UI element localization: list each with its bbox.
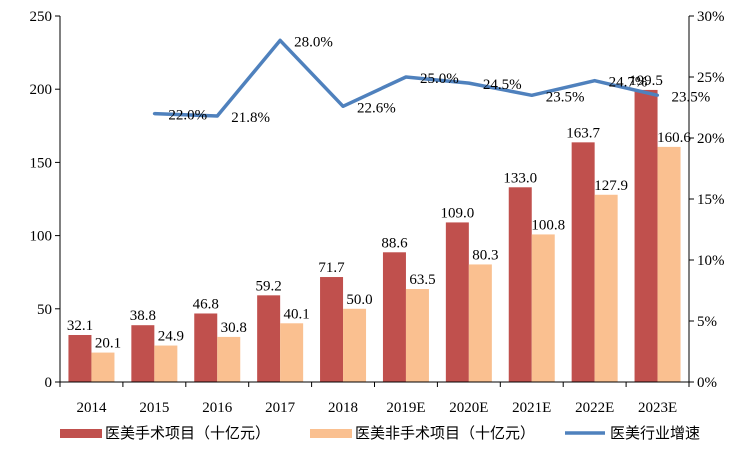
- bar-non-surgical-value-label: 20.1: [95, 336, 121, 352]
- growth-value-label: 24.7%: [609, 75, 648, 91]
- left-tick-label: 50: [37, 302, 52, 318]
- growth-point: [152, 112, 156, 116]
- bar-surgical-value-label: 46.8: [193, 296, 219, 312]
- bar-surgical: [68, 335, 92, 382]
- bar-non-surgical-value-label: 50.0: [346, 292, 372, 308]
- x-tick-label: 2017: [265, 400, 296, 416]
- bar-surgical: [508, 187, 532, 382]
- bar-surgical-value-label: 71.7: [318, 260, 345, 276]
- legend: 医美手术项目（十亿元） 医美非手术项目（十亿元） 医美行业增速: [60, 425, 700, 442]
- growth-point: [278, 38, 282, 42]
- bar-non-surgical-value-label: 80.3: [472, 247, 498, 263]
- bar-non-surgical-value-label: 40.1: [284, 306, 310, 322]
- legend-item-non-surgical: 医美非手术项目（十亿元）: [310, 425, 535, 442]
- bar-surgical: [634, 89, 658, 382]
- legend-swatch: [60, 429, 102, 438]
- growth-value-label: 21.8%: [231, 110, 270, 126]
- legend-label: 医美行业增速: [610, 425, 700, 442]
- x-tick-label: 2019E: [386, 400, 425, 416]
- legend-item-surgical: 医美手术项目（十亿元）: [60, 425, 270, 442]
- x-tick-label: 2023E: [638, 400, 677, 416]
- growth-value-label: 24.5%: [483, 77, 522, 93]
- bar-non-surgical: [594, 194, 618, 382]
- x-tick-label: 2016: [202, 400, 233, 416]
- x-tick-label: 2018: [328, 400, 358, 416]
- growth-point: [341, 104, 345, 108]
- bar-non-surgical: [468, 264, 492, 382]
- bar-surgical-value-label: 88.6: [381, 235, 408, 251]
- bar-non-surgical: [657, 146, 681, 382]
- bar-non-surgical-value-label: 24.9: [158, 329, 184, 345]
- bar-surgical: [571, 142, 595, 382]
- x-tick-label: 2020E: [449, 400, 488, 416]
- growth-point: [656, 93, 660, 97]
- left-tick-label: 0: [45, 375, 53, 391]
- bar-non-surgical: [280, 323, 304, 382]
- growth-point: [467, 81, 471, 85]
- growth-point: [404, 75, 408, 79]
- bar-non-surgical: [405, 289, 429, 382]
- bar-non-surgical-value-label: 30.8: [221, 320, 247, 336]
- x-tick-label: 2015: [139, 400, 169, 416]
- bar-surgical-value-label: 199.5: [629, 73, 663, 89]
- axes-group: 0 50 100 150 200 250 0% 5% 10% 15% 20% 25% 30% 2014 20…: [30, 9, 725, 416]
- left-tick-label: 200: [30, 82, 53, 98]
- bar-non-surgical: [91, 352, 115, 382]
- growth-point: [530, 93, 534, 97]
- bar-non-surgical: [343, 308, 367, 382]
- growth-value-label: 23.5%: [672, 89, 711, 105]
- bar-surgical: [194, 313, 218, 382]
- bar-surgical-value-label: 163.7: [566, 125, 600, 141]
- right-tick-label: 25%: [697, 70, 725, 86]
- bar-surgical-value-label: 38.8: [130, 308, 156, 324]
- x-tick-label: 2014: [76, 400, 107, 416]
- growth-value-label: 28.0%: [294, 34, 333, 50]
- growth-value-label: 23.5%: [546, 89, 585, 105]
- bar-surgical-value-label: 109.0: [440, 205, 474, 221]
- bar-non-surgical-value-label: 63.5: [409, 272, 435, 288]
- growth-value-label: 22.6%: [357, 100, 396, 116]
- bar-non-surgical-value-label: 100.8: [531, 217, 565, 233]
- data-labels-group: 32.120.1 38.824.9 46.830.8 59.240.1 71.750.0…: [67, 34, 710, 351]
- legend-swatch: [310, 429, 352, 438]
- right-tick-label: 0%: [697, 375, 717, 391]
- left-tick-label: 150: [30, 155, 53, 171]
- bar-surgical: [382, 252, 406, 382]
- left-tick-label: 250: [30, 9, 53, 25]
- bar-surgical: [257, 295, 281, 382]
- x-tick-label: 2021E: [512, 400, 551, 416]
- bar-surgical-value-label: 59.2: [256, 278, 282, 294]
- bar-non-surgical-value-label: 160.6: [657, 130, 691, 146]
- bar-series-group: [68, 89, 681, 382]
- bar-surgical: [131, 325, 155, 382]
- bar-surgical: [445, 222, 469, 382]
- right-tick-label: 20%: [697, 131, 725, 147]
- right-tick-label: 30%: [697, 9, 725, 25]
- bar-surgical: [320, 277, 344, 382]
- right-tick-label: 15%: [697, 192, 725, 208]
- right-tick-label: 10%: [697, 253, 725, 269]
- x-tick-label: 2022E: [575, 400, 614, 416]
- right-tick-label: 5%: [697, 314, 717, 330]
- growth-value-label: 22.0%: [168, 108, 207, 124]
- left-tick-label: 100: [30, 229, 53, 245]
- legend-item-growth: 医美行业增速: [565, 425, 700, 442]
- line-series-group: [152, 38, 660, 118]
- legend-label: 医美非手术项目（十亿元）: [355, 425, 535, 442]
- growth-point: [593, 79, 597, 83]
- bar-non-surgical: [217, 336, 241, 382]
- bar-surgical-value-label: 133.0: [503, 170, 537, 186]
- bar-surgical-value-label: 32.1: [67, 318, 93, 334]
- growth-point: [215, 114, 219, 118]
- growth-value-label: 25.0%: [420, 71, 459, 87]
- legend-label: 医美手术项目（十亿元）: [105, 425, 270, 442]
- bar-non-surgical: [531, 234, 555, 382]
- bar-non-surgical: [154, 345, 178, 382]
- bar-non-surgical-value-label: 127.9: [594, 178, 628, 194]
